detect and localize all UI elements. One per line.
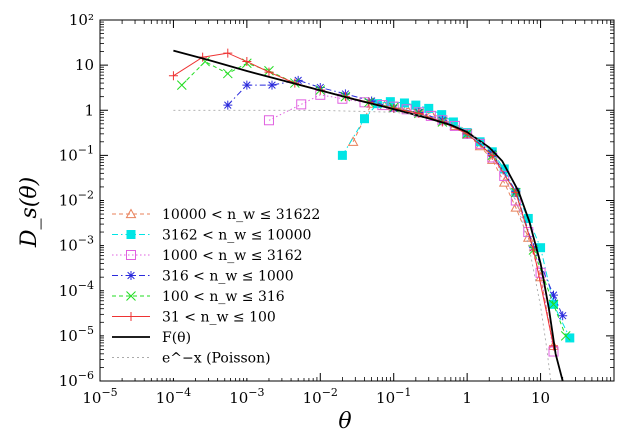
y-tick-label: 10−3 bbox=[59, 234, 94, 255]
data-point bbox=[242, 80, 252, 90]
series-line bbox=[268, 94, 554, 352]
x-tick-label: 10−5 bbox=[82, 386, 117, 407]
legend-marker bbox=[126, 291, 136, 301]
data-point bbox=[411, 100, 421, 110]
legend-marker bbox=[126, 312, 136, 321]
data-point bbox=[425, 107, 437, 118]
data-point bbox=[367, 96, 377, 106]
y-tick-label: 1 bbox=[84, 101, 94, 119]
legend: 10000 < n_w ≤ 31622 3162 < n_w ≤ 10000 100… bbox=[104, 198, 320, 378]
legend-marker bbox=[126, 230, 136, 239]
legend-label: 3162 < n_w ≤ 10000 bbox=[162, 228, 311, 244]
legend-label: 100 < n_w ≤ 316 bbox=[162, 289, 285, 305]
data-point bbox=[558, 311, 568, 321]
plot-series bbox=[168, 48, 575, 382]
x-tick-label: 10−1 bbox=[376, 386, 411, 407]
x-axis-title: θ bbox=[338, 409, 351, 434]
legend-marker bbox=[126, 271, 136, 280]
axes: 10−5 10−4 10−3 10−2 10−1 1 10 10² 10 1 10−1 10−2 10−… bbox=[59, 11, 615, 407]
data-point bbox=[499, 170, 510, 181]
y-tick-label: 10−6 bbox=[59, 369, 94, 390]
data-point bbox=[264, 67, 274, 77]
series-2 bbox=[337, 97, 575, 343]
data-point bbox=[548, 299, 559, 310]
legend-label: 31 < n_w ≤ 100 bbox=[162, 310, 276, 326]
data-point bbox=[223, 100, 233, 110]
data-point bbox=[359, 114, 369, 124]
legend-label: 316 < n_w ≤ 1000 bbox=[162, 269, 294, 285]
data-point bbox=[437, 110, 447, 120]
data-point bbox=[168, 71, 178, 81]
x-tick-label: 1 bbox=[462, 389, 472, 407]
data-point bbox=[296, 99, 307, 110]
data-point bbox=[223, 48, 233, 58]
data-point bbox=[385, 97, 395, 107]
data-point bbox=[565, 333, 575, 343]
data-point bbox=[176, 80, 187, 91]
y-axis-title: D_s(θ) bbox=[17, 177, 42, 248]
y-tick-label: 10−2 bbox=[59, 189, 94, 210]
series-line bbox=[173, 49, 564, 382]
data-point bbox=[222, 68, 233, 79]
x-tick-label: 10−4 bbox=[156, 386, 191, 407]
legend-label: 10000 < n_w ≤ 31622 bbox=[162, 207, 320, 223]
data-point bbox=[499, 164, 509, 174]
series-line bbox=[173, 109, 552, 382]
data-point bbox=[267, 80, 277, 90]
data-point bbox=[536, 243, 546, 253]
legend-label: 1000 < n_w ≤ 3162 bbox=[162, 248, 303, 264]
y-tick-label: 10 bbox=[75, 56, 94, 74]
legend-label: F(θ) bbox=[162, 330, 191, 346]
x-tick-label: 10 bbox=[531, 389, 550, 407]
data-point bbox=[424, 103, 434, 113]
y-tick-label: 10−4 bbox=[59, 279, 94, 300]
legend-label: e^−x (Poisson) bbox=[162, 351, 271, 367]
series-7 bbox=[173, 49, 564, 382]
data-point bbox=[549, 290, 559, 300]
data-point bbox=[498, 177, 510, 187]
data-point bbox=[401, 104, 412, 115]
data-point bbox=[560, 331, 571, 341]
y-tick-label: 10² bbox=[69, 11, 94, 29]
x-tick-label: 10−2 bbox=[303, 386, 338, 407]
data-point bbox=[399, 98, 409, 108]
data-point bbox=[487, 150, 497, 160]
series-8 bbox=[173, 109, 552, 382]
x-tick-label: 10−3 bbox=[229, 386, 264, 407]
data-point bbox=[242, 57, 252, 67]
series-line bbox=[341, 101, 571, 339]
legend-marker bbox=[126, 250, 136, 260]
data-point bbox=[263, 115, 274, 126]
legend-marker bbox=[125, 208, 137, 219]
data-point bbox=[337, 150, 347, 160]
y-tick-label: 10−5 bbox=[59, 324, 94, 345]
data-point bbox=[448, 117, 458, 127]
series-line bbox=[352, 103, 554, 346]
y-tick-label: 10−1 bbox=[59, 143, 94, 164]
legend-background bbox=[104, 198, 314, 378]
